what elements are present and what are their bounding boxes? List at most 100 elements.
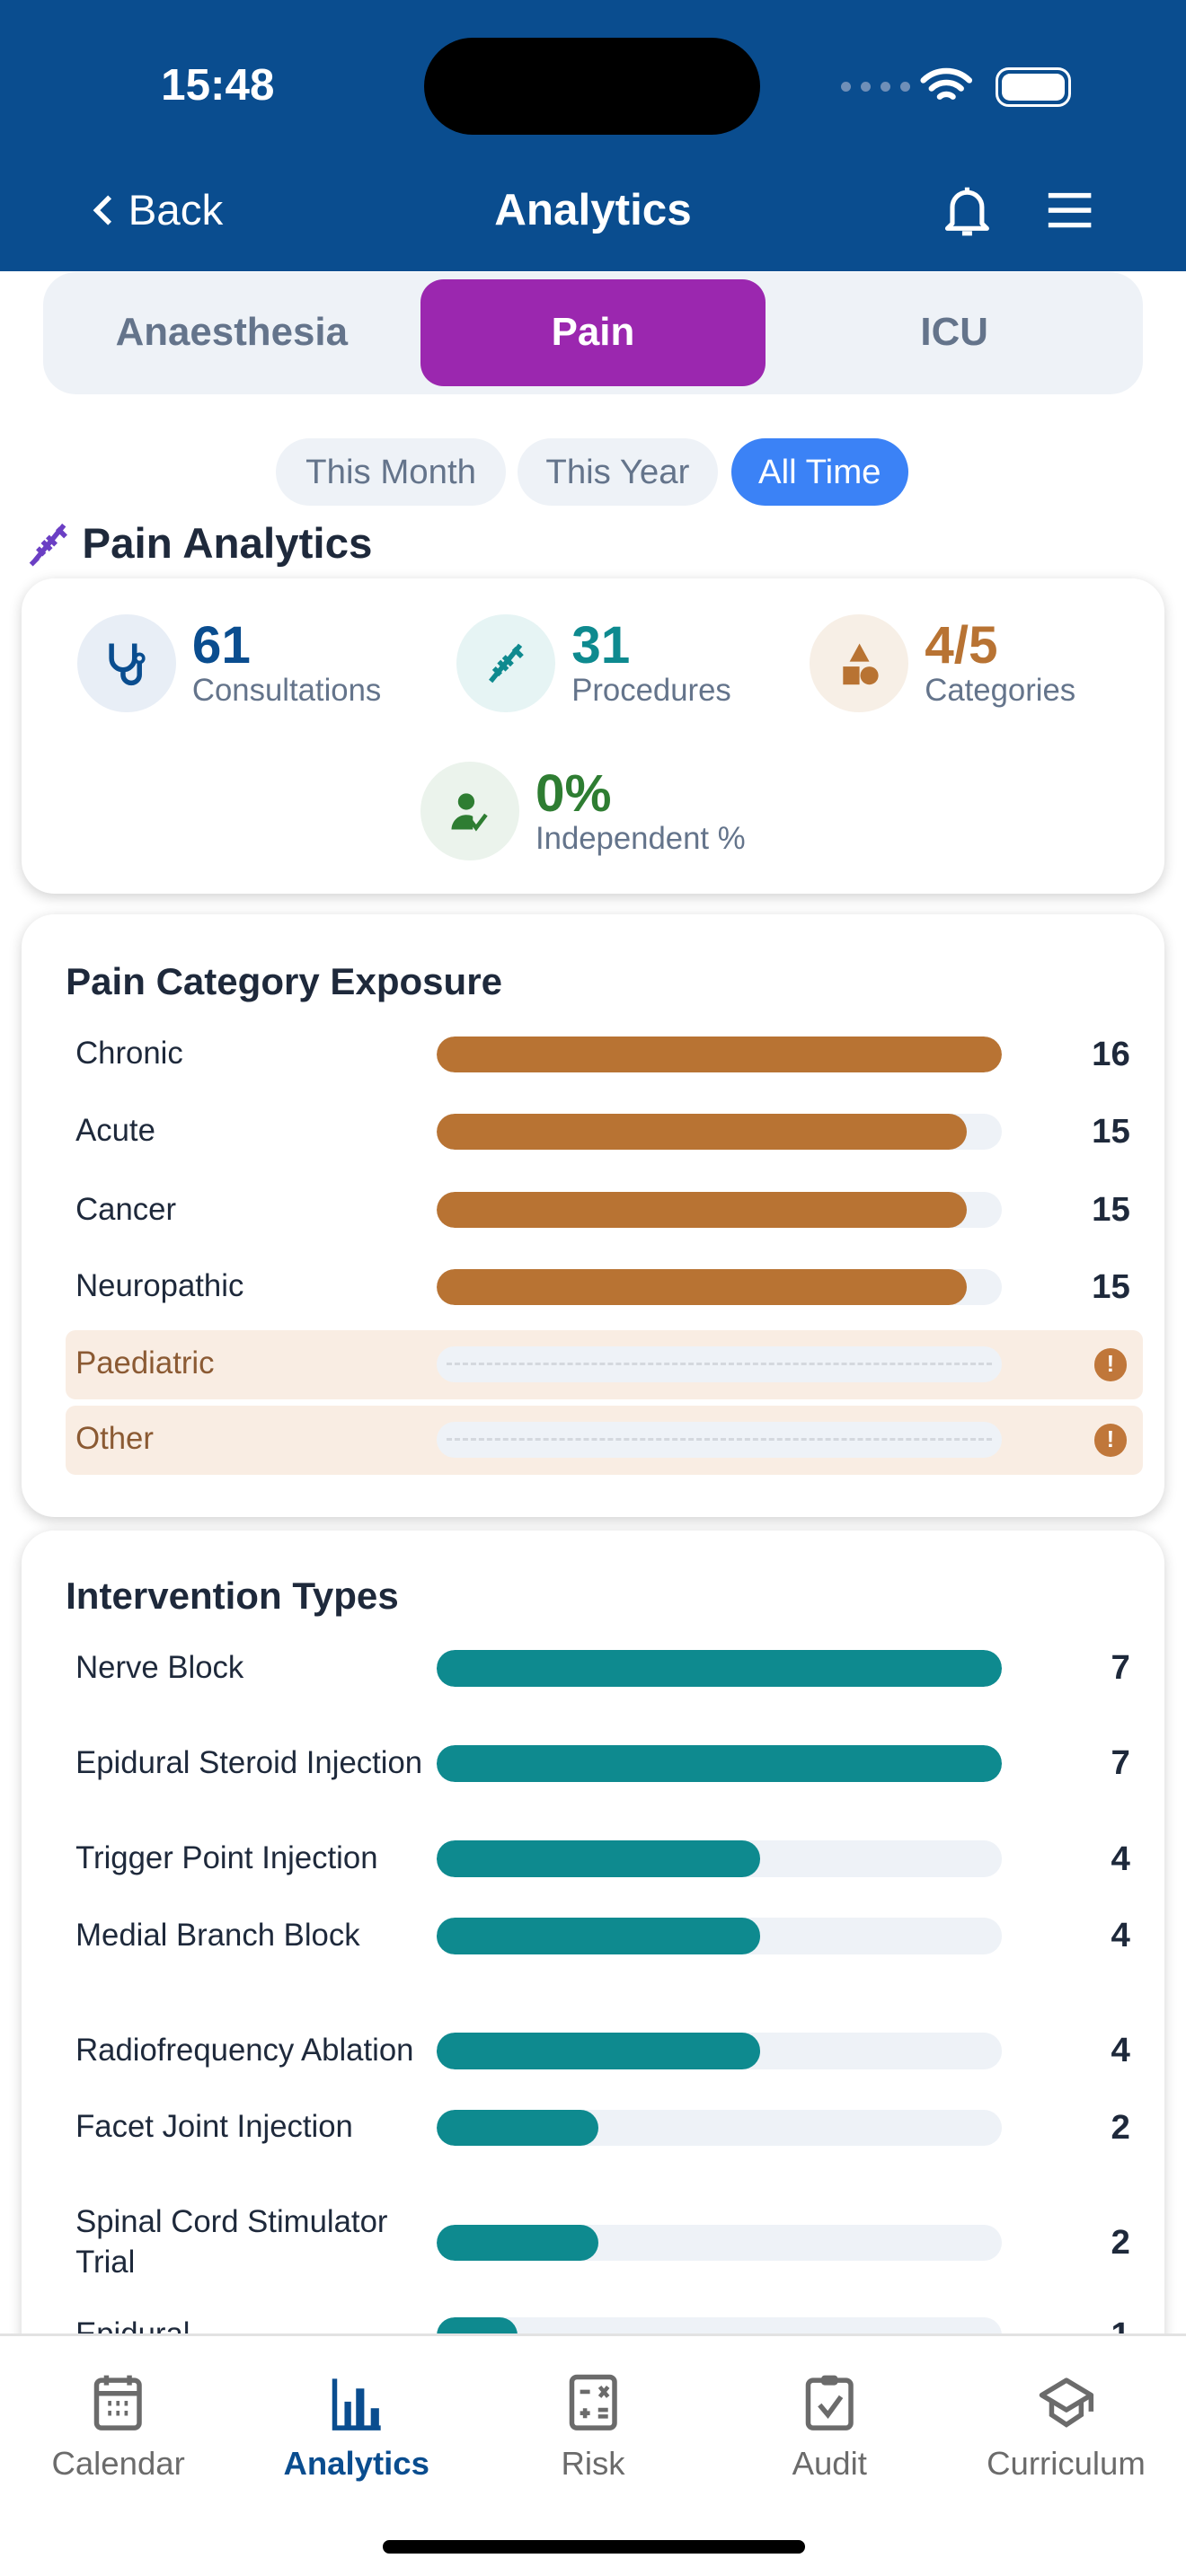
battery-icon xyxy=(995,66,1071,107)
row-label: Cancer xyxy=(75,1192,177,1227)
stat-label: Categories xyxy=(925,674,1076,709)
bar-track xyxy=(437,1422,1003,1459)
filter-all-time[interactable]: All Time xyxy=(730,438,908,507)
bar-row: Radiofrequency Ablation 4 xyxy=(66,1998,1143,2104)
bar-chart-icon xyxy=(332,2378,382,2430)
bar-fill xyxy=(437,1192,967,1229)
nav-calendar[interactable]: Calendar xyxy=(0,2372,236,2482)
bar-track xyxy=(437,1745,1003,1782)
bar-value: 15 xyxy=(1092,1190,1130,1230)
dynamic-island xyxy=(423,38,761,135)
back-label: Back xyxy=(128,186,224,234)
bar-value: 15 xyxy=(1092,1111,1130,1151)
row-label: Paediatric xyxy=(75,1346,215,1381)
bar-row: Nerve Block 7 xyxy=(66,1634,1143,1703)
bar-value: 4 xyxy=(1111,1916,1130,1955)
bell-icon[interactable] xyxy=(943,184,992,240)
tab-pain[interactable]: Pain xyxy=(420,278,766,386)
nav-risk[interactable]: Risk xyxy=(474,2372,711,2482)
menu-icon[interactable] xyxy=(1047,192,1093,228)
bar-fill xyxy=(437,2225,598,2262)
row-label: Trigger Point Injection xyxy=(75,1840,378,1875)
bar-row: Spinal Cord Stimulator Trial 2 xyxy=(66,2191,1143,2296)
bar-fill xyxy=(437,1269,967,1306)
section-title: Pain Analytics xyxy=(82,519,373,568)
filter-this-year[interactable]: This Year xyxy=(517,438,718,507)
row-label: Epidural Steroid Injection xyxy=(75,1745,423,1780)
row-label: Facet Joint Injection xyxy=(75,2110,353,2145)
row-label: Other xyxy=(75,1422,154,1457)
stat-value: 61 xyxy=(191,616,251,675)
bar-fill xyxy=(437,2110,598,2147)
stat-procedures: 31 Procedures xyxy=(456,613,731,713)
specialty-segmented-control: Anaesthesia Pain ICU xyxy=(42,272,1144,394)
bar-fill xyxy=(437,2033,760,2069)
bar-value: 16 xyxy=(1092,1034,1130,1073)
bar-fill xyxy=(437,1650,1003,1687)
bar-fill xyxy=(437,1840,760,1877)
user-check-icon xyxy=(420,762,519,860)
nav-analytics[interactable]: Analytics xyxy=(238,2372,474,2482)
row-label: Chronic xyxy=(75,1036,183,1071)
bar-track xyxy=(437,2225,1003,2262)
bar-track xyxy=(437,1192,1003,1229)
row-label: Spinal Cord Stimulator Trial xyxy=(75,2204,388,2280)
card-title: Intervention Types xyxy=(66,1575,399,1618)
bar-row: Neuropathic 15 xyxy=(66,1253,1143,1322)
stat-label: Consultations xyxy=(191,674,382,709)
bottom-nav: Calendar Analytics Risk Audit Curriculum xyxy=(0,2333,1186,2575)
bar-track xyxy=(437,1113,1003,1150)
bar-fill xyxy=(437,1918,760,1954)
bar-value: 2 xyxy=(1111,2108,1130,2148)
bar-value: 4 xyxy=(1111,2031,1130,2070)
stat-value: 0% xyxy=(535,763,612,823)
category-row-missing: Paediatric! xyxy=(66,1329,1144,1399)
bar-fill xyxy=(437,1036,1003,1072)
warning-icon: ! xyxy=(1093,1347,1128,1381)
nav-label: Risk xyxy=(561,2444,625,2482)
back-button[interactable]: Back xyxy=(92,186,223,235)
bar-row: Trigger Point Injection 4 xyxy=(66,1824,1143,1893)
nav-label: Calendar xyxy=(51,2444,185,2482)
clipboard-check-icon xyxy=(805,2375,854,2430)
bar-row: Epidural Steroid Injection 7 xyxy=(66,1711,1143,1816)
row-label: Medial Branch Block xyxy=(75,1918,360,1953)
bar-track xyxy=(437,1918,1003,1954)
stat-categories: 4/5 Categories xyxy=(810,613,1076,713)
nav-audit[interactable]: Audit xyxy=(712,2372,948,2482)
syringe-icon xyxy=(29,524,68,567)
stat-consultations: 61 Consultations xyxy=(76,613,382,713)
bar-track xyxy=(437,1840,1003,1877)
stat-value: 4/5 xyxy=(925,616,998,675)
summary-card: 61 Consultations 31 Procedures 4/5 Categori… xyxy=(21,578,1165,894)
bar-row: Chronic 16 xyxy=(66,1019,1143,1089)
bar-track xyxy=(437,2110,1003,2147)
bar-row: Facet Joint Injection 2 xyxy=(66,2094,1143,2163)
row-label: Acute xyxy=(75,1113,155,1148)
bar-track xyxy=(437,1036,1003,1072)
bar-track xyxy=(437,1346,1003,1383)
filter-this-month[interactable]: This Month xyxy=(276,438,507,507)
stat-independent: 0% Independent % xyxy=(420,762,746,860)
row-label: Nerve Block xyxy=(75,1650,244,1685)
category-row-missing: Other! xyxy=(66,1405,1144,1475)
bar-row: Medial Branch Block 4 xyxy=(66,1901,1143,1971)
tab-icu[interactable]: ICU xyxy=(920,310,988,355)
row-label: Radiofrequency Ablation xyxy=(75,2033,414,2068)
stethoscope-icon xyxy=(76,613,176,713)
bar-fill xyxy=(437,1113,967,1150)
bar-value: 7 xyxy=(1111,1743,1130,1783)
tab-anaesthesia[interactable]: Anaesthesia xyxy=(115,310,348,355)
bar-track xyxy=(437,2033,1003,2069)
bar-value: 7 xyxy=(1111,1648,1130,1688)
header: 15:48 Back Analytics xyxy=(0,0,1186,271)
nav-label: Audit xyxy=(792,2444,867,2482)
empty-bar-dash xyxy=(447,1363,993,1365)
card-title: Pain Category Exposure xyxy=(66,960,502,1003)
bar-track xyxy=(437,1650,1003,1687)
nav-curriculum[interactable]: Curriculum xyxy=(948,2372,1184,2482)
row-label: Neuropathic xyxy=(75,1269,244,1304)
home-indicator xyxy=(382,2540,805,2554)
shapes-icon xyxy=(810,613,908,713)
category-exposure-card: Pain Category Exposure Chronic 16 Acute 15 C… xyxy=(21,914,1165,1518)
